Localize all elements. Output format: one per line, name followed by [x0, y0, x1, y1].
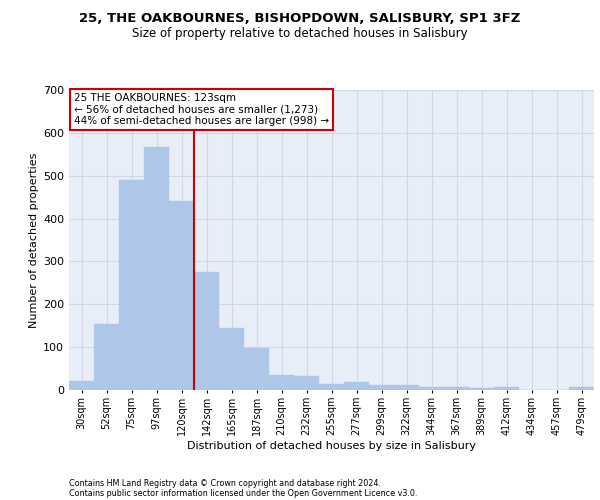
Bar — [169, 202, 194, 390]
Bar — [269, 375, 294, 390]
Bar — [419, 386, 444, 390]
Bar — [444, 387, 469, 390]
Bar — [344, 382, 369, 390]
Bar — [494, 387, 519, 390]
Bar — [244, 348, 269, 390]
Bar — [319, 384, 344, 390]
Bar — [394, 386, 419, 390]
Bar — [294, 376, 319, 390]
Bar — [219, 328, 244, 390]
Text: 25 THE OAKBOURNES: 123sqm
← 56% of detached houses are smaller (1,273)
44% of se: 25 THE OAKBOURNES: 123sqm ← 56% of detac… — [74, 93, 329, 126]
Bar — [94, 324, 119, 390]
Text: 25, THE OAKBOURNES, BISHOPDOWN, SALISBURY, SP1 3FZ: 25, THE OAKBOURNES, BISHOPDOWN, SALISBUR… — [79, 12, 521, 26]
Bar — [69, 380, 94, 390]
Bar — [569, 387, 594, 390]
Text: Contains HM Land Registry data © Crown copyright and database right 2024.: Contains HM Land Registry data © Crown c… — [69, 478, 381, 488]
Bar — [369, 385, 394, 390]
Bar — [194, 272, 219, 390]
Bar — [144, 147, 169, 390]
Text: Size of property relative to detached houses in Salisbury: Size of property relative to detached ho… — [132, 28, 468, 40]
Text: Contains public sector information licensed under the Open Government Licence v3: Contains public sector information licen… — [69, 488, 418, 498]
Bar — [119, 180, 144, 390]
Y-axis label: Number of detached properties: Number of detached properties — [29, 152, 39, 328]
Bar — [469, 388, 494, 390]
X-axis label: Distribution of detached houses by size in Salisbury: Distribution of detached houses by size … — [187, 440, 476, 450]
